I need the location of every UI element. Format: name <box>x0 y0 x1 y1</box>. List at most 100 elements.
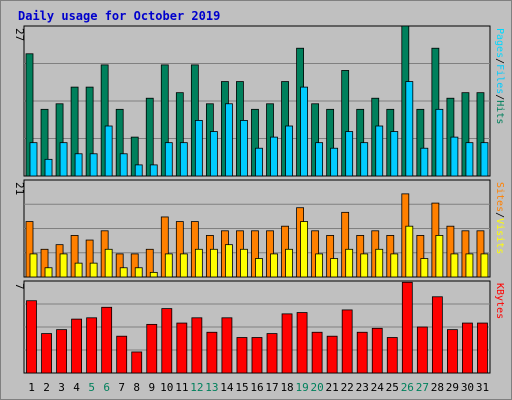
bar-kbytes <box>326 335 338 374</box>
x-tick-label: 5 <box>88 381 95 394</box>
bar-kbytes <box>221 317 233 374</box>
x-tick-label: 11 <box>175 381 188 394</box>
bar-kbytes <box>416 326 428 374</box>
bar-hits <box>40 108 49 177</box>
bar-hits <box>160 64 169 177</box>
bar-files <box>194 120 203 177</box>
bar-kbytes <box>462 322 473 374</box>
bar-sites <box>130 253 139 278</box>
bar-kbytes <box>176 322 188 374</box>
panel-legend: KBytes <box>494 283 505 319</box>
bar-hits <box>311 103 320 177</box>
bar-kbytes <box>146 323 158 374</box>
bar-visits <box>59 253 68 278</box>
bar-files <box>225 103 233 177</box>
bar-kbytes <box>356 331 368 374</box>
bar-files <box>285 125 293 177</box>
x-tick-label: 3 <box>58 381 65 394</box>
bar-visits <box>29 253 38 278</box>
bar-files <box>315 142 324 177</box>
x-tick-label: 30 <box>461 381 474 394</box>
x-tick-label: 4 <box>73 381 80 394</box>
bar-hits <box>145 97 154 177</box>
bar-kbytes <box>101 306 113 374</box>
bar-visits <box>270 253 278 278</box>
bar-visits <box>89 262 98 278</box>
bar-sites <box>145 248 154 278</box>
bar-visits <box>240 248 248 278</box>
x-axis-labels: 1 2 3 4 5 6 7 8 9 10 11 12 13 14 15 16 17 18 19 20 21 22 23 24 2… <box>28 381 489 394</box>
bar-files <box>420 147 429 177</box>
bar-hits <box>130 136 139 177</box>
x-tick-label: 19 <box>295 381 308 394</box>
panel-max-label: 7 <box>13 283 26 290</box>
bar-sites <box>251 230 259 278</box>
x-tick-label: 27 <box>416 381 429 394</box>
bar-visits <box>360 253 369 278</box>
legend-item: / <box>494 58 505 64</box>
x-tick-label: 21 <box>326 381 339 394</box>
bar-files <box>330 147 339 177</box>
bar-visits <box>405 225 414 278</box>
bar-files <box>345 131 354 177</box>
bar-files <box>149 164 158 177</box>
bar-sites <box>160 216 169 278</box>
bar-visits <box>164 253 173 278</box>
legend-item: Pages <box>494 28 505 58</box>
bar-files <box>89 153 98 177</box>
bar-hits <box>461 92 470 177</box>
bar-visits <box>420 258 429 278</box>
bar-kbytes <box>131 351 143 374</box>
bar-sites <box>70 235 79 278</box>
x-tick-label: 31 <box>476 381 489 394</box>
bar-kbytes <box>116 335 128 374</box>
bar-visits <box>194 248 203 278</box>
bar-hits <box>326 108 335 177</box>
bar-kbytes <box>71 318 82 374</box>
bar-sites <box>40 248 49 278</box>
bar-files <box>134 164 143 177</box>
x-tick-label: 22 <box>341 381 354 394</box>
bar-files <box>240 120 248 177</box>
bar-kbytes <box>191 317 203 374</box>
legend-item: / <box>494 94 505 100</box>
legend-item: / <box>494 212 505 218</box>
panel-kbytes: 7 KBytes <box>13 280 505 374</box>
x-tick-label: 29 <box>446 381 459 394</box>
bar-visits <box>104 248 113 278</box>
bar-kbytes <box>251 337 263 374</box>
legend-item: Hits <box>494 100 505 124</box>
legend-item: Files <box>494 64 505 94</box>
bar-visits <box>225 244 233 278</box>
bar-kbytes <box>161 308 173 374</box>
x-tick-label: 18 <box>280 381 293 394</box>
x-tick-label: 9 <box>148 381 155 394</box>
bar-kbytes <box>86 317 98 374</box>
bar-sites <box>341 211 350 278</box>
bar-files <box>44 158 53 177</box>
bar-visits <box>179 253 188 278</box>
bar-hits <box>25 53 34 177</box>
bar-visits <box>315 253 324 278</box>
bar-visits <box>255 258 263 278</box>
bar-sites <box>25 221 34 278</box>
bar-sites <box>446 225 455 278</box>
bar-hits <box>85 86 94 177</box>
bar-kbytes <box>281 313 293 374</box>
x-tick-label: 8 <box>133 381 140 394</box>
bar-files <box>390 131 399 177</box>
x-tick-label: 15 <box>235 381 248 394</box>
x-tick-label: 7 <box>118 381 125 394</box>
bar-files <box>360 142 369 177</box>
bar-files <box>59 142 68 177</box>
panel-visits_sites: 21 Sites/Visits <box>13 179 505 278</box>
bar-visits <box>450 253 459 278</box>
legend-item: Sites <box>494 182 505 212</box>
bar-kbytes <box>266 333 278 374</box>
bar-visits <box>435 235 444 278</box>
bar-hits <box>115 108 124 177</box>
bar-files <box>29 142 38 177</box>
bar-hits <box>70 86 79 177</box>
